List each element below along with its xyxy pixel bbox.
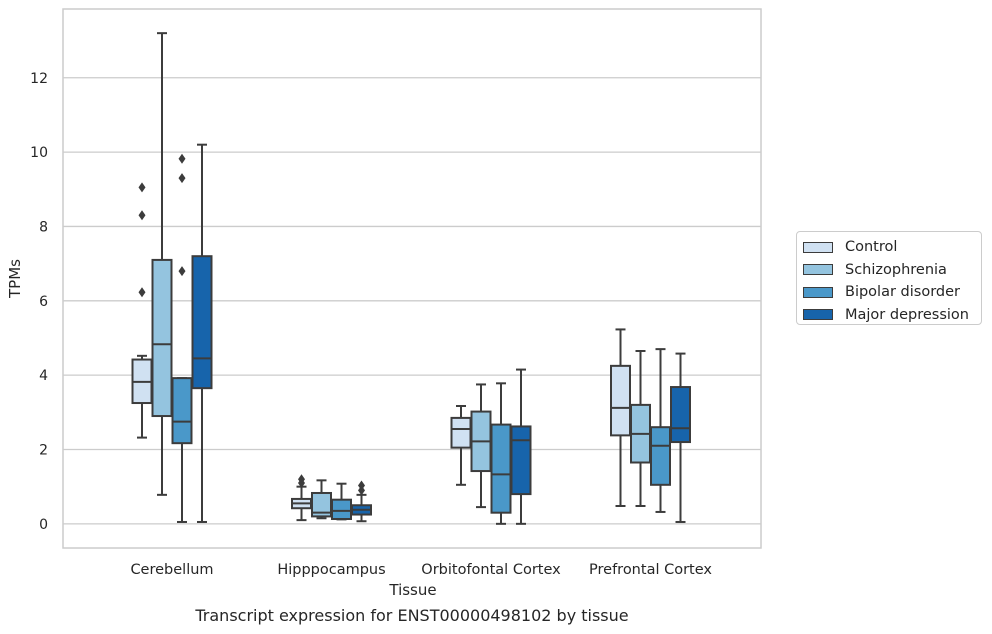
y-tick-label: 4 xyxy=(39,368,48,384)
legend-swatch xyxy=(803,264,833,276)
iqr-box xyxy=(191,255,213,390)
y-tick-label: 8 xyxy=(39,219,48,235)
box-schizophrenia xyxy=(470,383,492,509)
iqr-box xyxy=(670,386,691,444)
box-schizophrenia xyxy=(151,32,173,496)
legend-item: Control xyxy=(803,236,981,259)
box-bipolar-disorder xyxy=(331,482,352,521)
legend-label: Major depression xyxy=(845,306,969,323)
y-tick-label: 2 xyxy=(39,442,48,458)
box-major-depression xyxy=(191,143,213,523)
iqr-box xyxy=(331,498,352,521)
box-control xyxy=(291,474,312,522)
outlier-point xyxy=(178,173,186,184)
box-major-depression xyxy=(670,352,691,523)
y-axis-label: TPMs xyxy=(6,259,24,299)
box-major-depression xyxy=(351,480,372,523)
iqr-box xyxy=(151,258,173,418)
box-bipolar-disorder xyxy=(490,382,512,525)
box-schizophrenia xyxy=(630,349,651,507)
iqr-box xyxy=(650,426,671,486)
box-control xyxy=(131,182,153,439)
legend-swatch xyxy=(803,286,833,298)
outlier-point xyxy=(178,266,186,277)
iqr-box xyxy=(490,423,512,514)
iqr-box xyxy=(510,425,532,496)
x-tick-label: Cerebellum xyxy=(130,562,213,578)
outlier-point xyxy=(138,182,146,193)
y-tick-label: 10 xyxy=(30,145,48,161)
iqr-box xyxy=(171,377,193,445)
box-schizophrenia xyxy=(311,479,332,520)
grid-lines xyxy=(63,77,761,525)
legend-swatch xyxy=(803,309,833,321)
iqr-box xyxy=(450,416,472,449)
legend-item: Bipolar disorder xyxy=(803,281,981,304)
box-major-depression xyxy=(510,368,532,525)
y-tick-label: 6 xyxy=(39,294,48,310)
legend-item: Major depression xyxy=(803,304,981,327)
legend-swatch xyxy=(803,241,833,253)
figure-caption: Transcript expression for ENST0000049810… xyxy=(195,606,629,625)
outlier-point xyxy=(178,153,186,164)
outlier-point xyxy=(358,480,365,491)
x-tick-label: Orbitofontal Cortex xyxy=(421,562,561,578)
x-tick-label: Prefrontal Cortex xyxy=(589,562,712,578)
y-tick-label: 12 xyxy=(30,71,48,87)
box-control xyxy=(450,405,472,486)
legend-label: Schizophrenia xyxy=(845,261,947,278)
box-bipolar-disorder xyxy=(171,153,193,523)
legend-label: Control xyxy=(845,239,898,256)
plot-area-frame xyxy=(62,8,762,549)
x-axis-ticks: Cerebellum Hipppocampus Orbitofontal Corte… xyxy=(130,562,712,578)
box-bipolar-disorder xyxy=(650,348,671,513)
iqr-box xyxy=(610,364,631,437)
x-axis-label: Tissue xyxy=(388,581,436,599)
outlier-point xyxy=(138,287,146,298)
y-tick-label: 0 xyxy=(39,517,48,533)
outlier-point xyxy=(298,474,305,485)
box-series xyxy=(131,32,691,525)
legend: Control Schizophrenia Bipolar disorder Majo… xyxy=(796,231,982,325)
outlier-point xyxy=(138,210,146,221)
x-tick-label: Hipppocampus xyxy=(277,562,385,578)
box-control xyxy=(610,328,631,507)
legend-item: Schizophrenia xyxy=(803,259,981,282)
y-axis-ticks: 0 2 4 6 8 10 12 xyxy=(30,71,48,533)
legend-label: Bipolar disorder xyxy=(845,284,960,301)
